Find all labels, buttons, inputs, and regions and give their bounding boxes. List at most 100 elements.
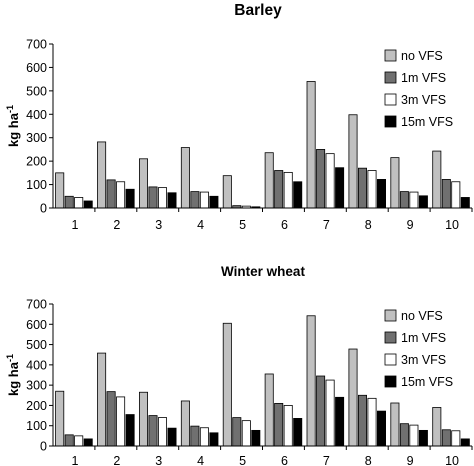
x-tick-label: 8 [365,454,372,466]
chart-title: Winter wheat [221,264,305,279]
y-tick-label: 400 [26,358,47,372]
x-tick-label: 8 [365,218,372,232]
bar-1m-vfs-4 [190,425,200,447]
bar-15m-vfs-6 [293,418,303,447]
bar-15m-vfs-5 [251,429,261,447]
bar-no-vfs-2 [97,141,107,209]
legend-swatch-3m-vfs [384,353,397,366]
bar-3m-vfs-5 [241,420,251,447]
chart-title: Barley [234,2,282,19]
legend-label-3m-vfs: 3m VFS [401,93,446,107]
legend-label-1m-vfs: 1m VFS [401,331,446,345]
bar-15m-vfs-6 [293,181,303,209]
legend-swatch-no-vfs [384,49,397,62]
bar-15m-vfs-8 [376,179,386,209]
x-tick-label: 10 [445,218,459,232]
y-tick-label: 300 [26,131,47,145]
y-axis-label-unit: kg ha [6,361,21,396]
bar-no-vfs-1 [55,172,65,209]
x-tick-label: 7 [323,454,330,466]
bar-15m-vfs-4 [209,432,219,447]
bar-no-vfs-7 [306,81,316,209]
y-tick-label: 500 [26,84,47,98]
x-tick-label: 7 [323,218,330,232]
y-axis-label-unit: kg ha [6,112,21,147]
bar-15m-vfs-1 [83,200,93,209]
bar-1m-vfs-6 [274,402,284,447]
y-tick-label: 400 [26,108,47,122]
bar-3m-vfs-6 [283,405,293,447]
bar-1m-vfs-2 [106,179,116,209]
y-tick-label: 700 [26,38,47,52]
bar-3m-vfs-10 [451,181,461,209]
legend-label-no-vfs: no VFS [401,309,443,323]
y-axis-label-exponent: -1 [5,354,15,362]
x-tick-label: 6 [281,454,288,466]
bar-15m-vfs-2 [125,414,135,447]
bar-no-vfs-4 [180,147,190,209]
bar-no-vfs-2 [97,352,107,447]
bar-no-vfs-6 [264,152,274,209]
bar-15m-vfs-10 [460,197,470,209]
bar-3m-vfs-9 [409,424,419,447]
bar-3m-vfs-9 [409,191,419,209]
x-tick-label: 5 [239,218,246,232]
x-tick-label: 6 [281,218,288,232]
x-tick-label: 3 [155,218,162,232]
bar-3m-vfs-1 [74,197,84,209]
bar-no-vfs-5 [222,175,232,209]
bar-15m-vfs-10 [460,438,470,447]
legend-swatch-no-vfs [384,309,397,322]
bar-no-vfs-9 [390,402,400,447]
legend-label-1m-vfs: 1m VFS [401,71,446,85]
y-tick-label: 500 [26,338,47,352]
bar-3m-vfs-4 [199,427,209,447]
bar-no-vfs-3 [138,158,148,209]
y-tick-label: 0 [40,202,47,216]
bar-15m-vfs-4 [209,195,219,209]
x-tick-label: 2 [113,218,120,232]
bar-no-vfs-10 [432,407,442,447]
bar-1m-vfs-8 [357,167,367,209]
legend-label-15m-vfs: 15m VFS [401,115,453,129]
bar-3m-vfs-10 [451,430,461,447]
bar-3m-vfs-8 [367,170,377,209]
bar-1m-vfs-5 [232,417,242,447]
y-tick-label: 700 [26,298,47,312]
legend-swatch-15m-vfs [384,375,397,388]
bar-15m-vfs-9 [418,195,428,209]
legend-swatch-15m-vfs [384,115,397,128]
y-axis-label: kg ha-1 [5,105,21,147]
bar-15m-vfs-9 [418,429,428,447]
legend-label-3m-vfs: 3m VFS [401,353,446,367]
bar-1m-vfs-9 [399,191,409,209]
y-axis-label: kg ha-1 [5,354,21,396]
bar-3m-vfs-6 [283,171,293,209]
bar-no-vfs-9 [390,157,400,209]
y-tick-label: 200 [26,155,47,169]
bar-no-vfs-10 [432,150,442,209]
y-tick-label: 100 [26,419,47,433]
bar-1m-vfs-1 [64,195,74,209]
barley-chart: Barley kg ha-1 0 100 200 300 400 500 600 700 1 2 3 4 5… [5,2,473,232]
bar-3m-vfs-7 [325,153,335,209]
bar-15m-vfs-7 [335,396,345,447]
x-tick-label: 5 [239,454,246,466]
x-tick-label: 1 [71,454,78,466]
bar-3m-vfs-7 [325,379,335,447]
legend: no VFS 1m VFS 3m VFS 15m VFS [384,49,453,129]
bar-15m-vfs-3 [167,192,177,209]
y-axis-label-exponent: -1 [5,105,15,113]
x-tick-label: 1 [71,218,78,232]
bar-3m-vfs-2 [116,396,126,447]
bar-3m-vfs-3 [157,187,167,209]
x-tick-label: 2 [113,454,120,466]
y-tick-label: 300 [26,379,47,393]
bar-15m-vfs-7 [335,167,345,209]
bar-1m-vfs-3 [148,415,158,447]
y-tick-label: 200 [26,399,47,413]
bar-3m-vfs-8 [367,397,377,447]
bar-no-vfs-8 [348,348,358,447]
bar-1m-vfs-7 [316,149,326,209]
